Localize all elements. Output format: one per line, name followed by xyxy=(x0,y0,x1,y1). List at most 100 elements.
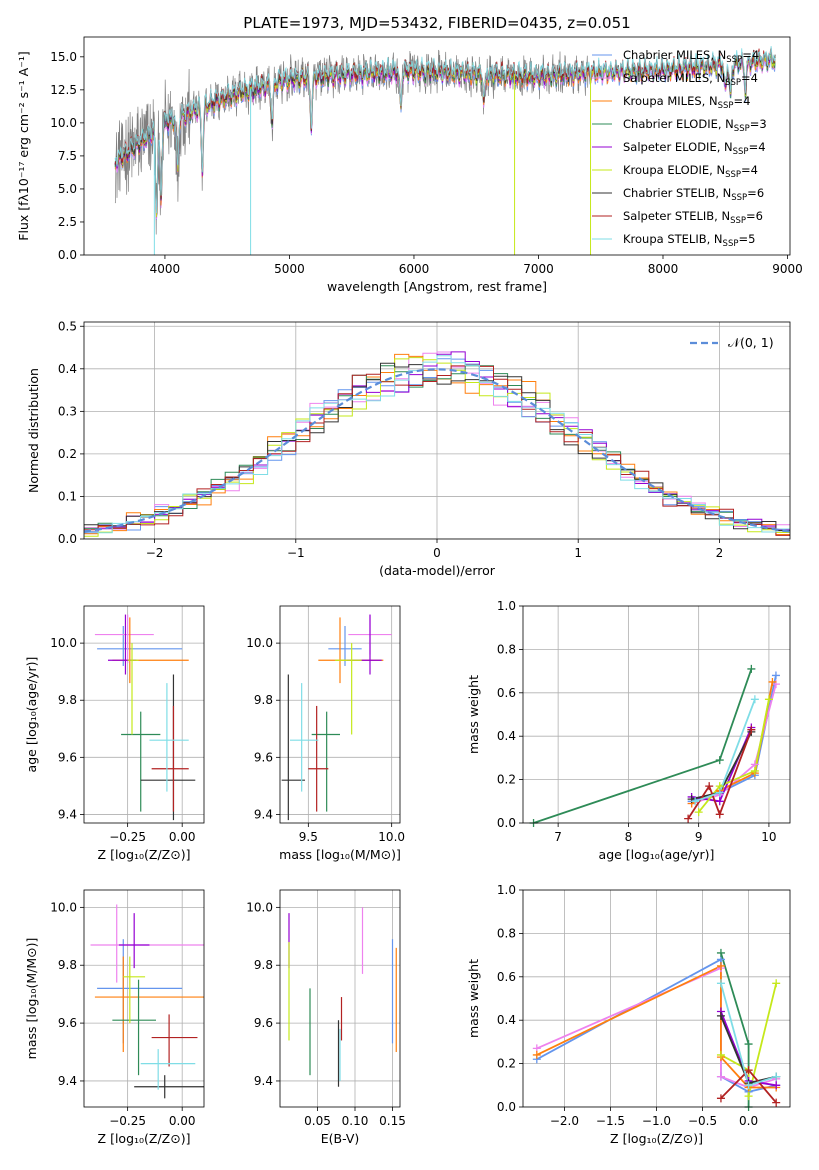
weight-line xyxy=(697,699,770,813)
y-tick-label: 0.5 xyxy=(58,319,77,333)
x-tick-label: 5000 xyxy=(274,262,305,276)
y-axis-label: mass weight xyxy=(466,675,481,754)
panel-z-mass: −0.25 0.00 9.4 9.6 9.8 10.0 Z [log₁₀(Z/Z⊙)] mas… xyxy=(24,889,205,1146)
legend-label: Salpeter ELODIE, NSSP=4 xyxy=(623,140,766,157)
axes-frame xyxy=(83,321,791,540)
weight-marker xyxy=(716,1072,725,1081)
legend-nssp-value: 4 xyxy=(743,94,750,108)
y-tick-label: 9.8 xyxy=(58,958,77,972)
weight-marker xyxy=(747,664,756,673)
y-tick-label: 9.4 xyxy=(58,807,77,821)
y-tick-label: 0.4 xyxy=(497,729,516,743)
y-tick-label: 0.0 xyxy=(58,532,77,546)
weight-marker xyxy=(744,1040,753,1049)
weight-marker xyxy=(715,756,724,765)
plot-area xyxy=(84,890,204,1107)
legend-nssp-prefix: , N xyxy=(702,94,718,108)
x-tick-label: −1.0 xyxy=(642,1114,671,1128)
weight-line xyxy=(694,698,756,803)
weight-marker xyxy=(772,1081,781,1090)
y-tick-label: 10.0 xyxy=(246,636,273,650)
x-tick-label: 0.05 xyxy=(304,1114,331,1128)
x-tick-label: −0.5 xyxy=(688,1114,717,1128)
weight-marker xyxy=(691,797,700,806)
y-tick-label: 0.0 xyxy=(58,248,77,262)
x-tick-label: 8000 xyxy=(648,262,679,276)
legend-nssp-subscript: SSP xyxy=(725,78,741,88)
legend-nssp-value: 5 xyxy=(748,232,755,246)
panel-residual-hist: −2 −1 0 1 2 0.0 0.1 0.2 0.3 0.4 0.5 (data-model)/er… xyxy=(26,319,791,578)
weight-marker xyxy=(772,1098,781,1107)
figure-title: PLATE=1973, MJD=53432, FIBERID=0435, z=0… xyxy=(243,14,630,32)
weight-marker xyxy=(771,671,780,680)
y-tick-label: 0.8 xyxy=(497,926,516,940)
weight-marker xyxy=(716,961,725,970)
weight-marker xyxy=(768,677,777,686)
weight-marker xyxy=(694,808,703,817)
y-tick-label: 0.2 xyxy=(58,447,77,461)
weight-marker xyxy=(715,810,724,819)
y-tick-label: 5.0 xyxy=(58,182,77,196)
y-tick-label: 0.1 xyxy=(58,489,77,503)
y-tick-label: 2.5 xyxy=(58,215,77,229)
y-tick-label: 9.4 xyxy=(254,1074,273,1088)
plot-area xyxy=(114,46,776,255)
y-axis-label: mass [log₁₀(M/M⊙)] xyxy=(24,938,39,1060)
weight-marker xyxy=(715,788,724,797)
plot-area xyxy=(523,606,790,823)
weight-marker xyxy=(716,948,725,957)
x-axis-label: mass [log₁₀(M/M⊙)] xyxy=(279,847,401,862)
x-tick-label: 10 xyxy=(761,830,776,844)
legend-nssp-eq: = xyxy=(749,140,759,154)
axes-frame xyxy=(279,889,401,1108)
panel-age-weight: 7 8 9 10 0.0 0.2 0.4 0.6 0.8 1.0 age [log₁₀(age/yr… xyxy=(466,599,791,862)
panel-ebv-mass: 0.05 0.10 0.15 9.4 9.6 9.8 10.0 E(B-V) xyxy=(246,889,406,1146)
legend-nssp-subscript: SSP xyxy=(723,239,739,249)
axes-frame xyxy=(83,605,205,824)
weight-marker xyxy=(716,979,725,988)
legend-nssp-value: 4 xyxy=(751,71,758,85)
legend-nssp-eq: = xyxy=(742,48,752,62)
legend-nssp-prefix: , N xyxy=(707,232,723,246)
legend-nssp-value: 6 xyxy=(756,209,763,223)
weight-marker xyxy=(764,695,773,704)
x-tick-label: 0.0 xyxy=(739,1114,758,1128)
y-tick-label: 1.0 xyxy=(497,883,516,897)
gaussian-legend-label: 𝒩(0, 1) xyxy=(728,335,774,350)
x-axis-label: (data-model)/error xyxy=(379,563,496,578)
legend-label: Chabrier ELODIE, NSSP=3 xyxy=(623,117,767,134)
x-axis-label: age [log₁₀(age/yr)] xyxy=(599,847,715,862)
y-tick-label: 9.8 xyxy=(254,693,273,707)
weight-marker xyxy=(716,1011,725,1020)
legend-nssp-prefix: , N xyxy=(718,117,734,131)
y-tick-label: 0.6 xyxy=(497,686,516,700)
y-tick-label: 1.0 xyxy=(497,599,516,613)
spectrum-model-line xyxy=(114,46,776,214)
x-tick-label: 0 xyxy=(433,546,441,560)
weight-marker xyxy=(744,1081,753,1090)
x-tick-label: 0.15 xyxy=(379,1114,406,1128)
legend-nssp-value: 4 xyxy=(758,140,765,154)
legend-model-name: Chabrier ELODIE xyxy=(623,117,718,131)
weight-marker xyxy=(744,1092,753,1101)
y-tick-label: 12.5 xyxy=(50,83,77,97)
legend-nssp-value: 4 xyxy=(752,48,759,62)
y-tick-label: 9.6 xyxy=(58,1016,77,1030)
y-tick-label: 0.0 xyxy=(497,816,516,830)
y-axis-label: Flux [fλ10⁻¹⁷ erg cm⁻² s⁻¹ A⁻¹] xyxy=(16,51,31,240)
y-tick-label: 15.0 xyxy=(50,50,77,64)
plot-area xyxy=(84,322,790,539)
y-tick-label: 0.4 xyxy=(58,362,77,376)
gaussian-curve xyxy=(84,368,790,533)
axes-frame xyxy=(83,889,205,1108)
plot-area xyxy=(523,890,790,1107)
weight-marker xyxy=(715,797,724,806)
x-axis-label: Z [log₁₀(Z/Z⊙)] xyxy=(98,847,191,862)
x-tick-label: 9.5 xyxy=(299,830,318,844)
legend-nssp-eq: = xyxy=(738,232,748,246)
legend-nssp-subscript: SSP xyxy=(725,170,741,180)
y-tick-label: 0.0 xyxy=(497,1100,516,1114)
x-axis-label: wavelength [Angstrom, rest frame] xyxy=(327,279,547,294)
